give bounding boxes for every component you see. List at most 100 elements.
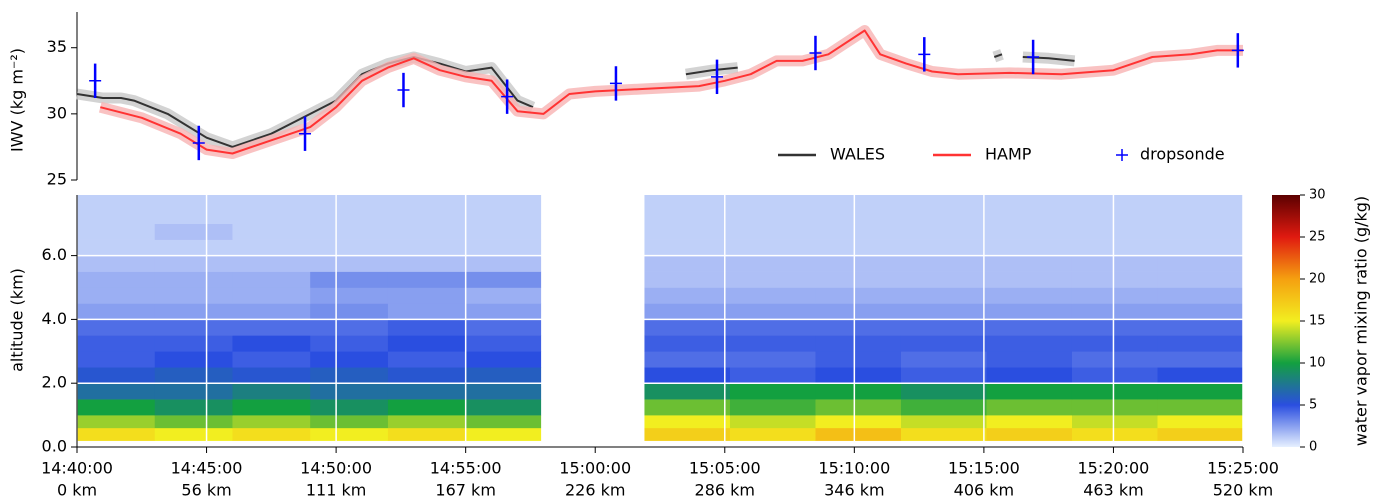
heatmap-cell: [815, 383, 902, 400]
heatmap-cell: [387, 223, 466, 240]
heatmap-cell: [986, 303, 1073, 320]
legend-label: dropsonde: [1140, 145, 1225, 164]
heatmap-cell: [77, 255, 156, 272]
heatmap-cell: [154, 239, 233, 256]
heatmap-cell: [986, 195, 1073, 225]
heatmap-cell: [77, 335, 156, 352]
heatmap-cell: [900, 383, 987, 400]
colorbar-tick-label: 30: [1309, 188, 1326, 203]
heatmap-cell: [729, 351, 816, 368]
x-tick-label-km: 111 km: [306, 481, 366, 500]
dropsonde-marker: [609, 77, 622, 90]
heatmap-cell: [1071, 427, 1158, 441]
heatmap-cell: [1157, 319, 1244, 336]
heatmap-cell: [77, 271, 156, 288]
heatmap-cell: [154, 367, 233, 384]
dropsonde-marker: [809, 47, 822, 60]
heatmap-cell: [232, 195, 311, 225]
heatmap-cell: [465, 399, 542, 416]
heatmap-cell: [465, 427, 542, 441]
heatmap-cell: [986, 427, 1073, 441]
heatmap-cell: [644, 271, 731, 288]
heatmap-cell: [465, 335, 542, 352]
heatmap-cell: [729, 195, 816, 225]
heatmap-cell: [387, 383, 466, 400]
heatmap-cell: [729, 399, 816, 416]
heatmap-cell: [77, 303, 156, 320]
heatmap-cell: [387, 335, 466, 352]
heatmap-cell: [387, 367, 466, 384]
heatmap-cell: [310, 383, 389, 400]
heatmap-cell: [900, 287, 987, 304]
heatmap-cell: [1071, 287, 1158, 304]
heatmap-cell: [644, 383, 731, 400]
heatmap-cell: [644, 351, 731, 368]
heatmap-cell: [77, 351, 156, 368]
heatmap-cell: [815, 239, 902, 256]
heatmap-cell: [232, 239, 311, 256]
heatmap-cell: [644, 239, 731, 256]
line: [100, 29, 1243, 155]
heatmap-cell: [1157, 399, 1244, 416]
heatmap-cell: [729, 383, 816, 400]
heatmap-cell: [900, 195, 987, 225]
heatmap-cell: [986, 239, 1073, 256]
heatmap-cell: [986, 415, 1073, 429]
heatmap-cell: [644, 195, 731, 225]
heatmap-cell: [729, 415, 816, 429]
heatmap-cell: [310, 271, 389, 288]
heatmap-cell: [900, 367, 987, 384]
dropsonde-marker: [1027, 50, 1040, 63]
heatmap-cell: [1157, 195, 1244, 225]
heatmap-cell: [1071, 255, 1158, 272]
heatmap-cell: [900, 271, 987, 288]
heatmap-cell: [729, 255, 816, 272]
heatmap-cell: [387, 319, 466, 336]
heatmap-cell: [465, 415, 542, 429]
heatmap-cell: [232, 223, 311, 240]
heatmap-cell: [387, 415, 466, 429]
heatmap-cell: [232, 335, 311, 352]
heatmap-cell: [815, 223, 902, 240]
heatmap-cell: [1157, 415, 1244, 429]
heatmap-cell: [154, 383, 233, 400]
heatmap-cell: [465, 351, 542, 368]
heatmap-cell: [900, 427, 987, 441]
heatmap-cell: [900, 239, 987, 256]
heatmap-cell: [387, 351, 466, 368]
x-tick-label: 14:55:00: [430, 459, 502, 478]
y-tick-label: 2.0: [42, 373, 67, 392]
heatmap-cell: [644, 223, 731, 240]
heatmap-cell: [729, 427, 816, 441]
heatmap-cell: [154, 287, 233, 304]
heatmap-cell: [1157, 427, 1244, 441]
heatmap-cell: [986, 399, 1073, 416]
heatmap-cell: [387, 195, 466, 225]
heatmap-cell: [154, 427, 233, 441]
heatmap-cell: [310, 427, 389, 441]
x-tick-label: 15:05:00: [689, 459, 761, 478]
heatmap-cell: [644, 367, 731, 384]
heatmap-cell: [986, 319, 1073, 336]
y-tick-label: 0.0: [42, 437, 67, 456]
heatmap-cell: [986, 367, 1073, 384]
heatmap-cell: [77, 195, 156, 225]
x-tick-label: 15:20:00: [1078, 459, 1150, 478]
heatmap-cell: [77, 223, 156, 240]
heatmap-cell: [310, 351, 389, 368]
heatmap-cell: [1071, 303, 1158, 320]
heatmap-cell: [465, 367, 542, 384]
line-band: [98, 25, 1243, 159]
heatmap-cell: [1071, 415, 1158, 429]
heatmap-cell: [900, 415, 987, 429]
heatmap-cell: [815, 319, 902, 336]
heatmap-cell: [815, 271, 902, 288]
heatmap-cell: [900, 255, 987, 272]
heatmap-cell: [310, 319, 389, 336]
heatmap-cell: [154, 351, 233, 368]
heatmap-cell: [729, 335, 816, 352]
colorbar-tick-label: 5: [1309, 398, 1317, 413]
heatmap-cell: [310, 255, 389, 272]
heatmap-cell: [1071, 239, 1158, 256]
